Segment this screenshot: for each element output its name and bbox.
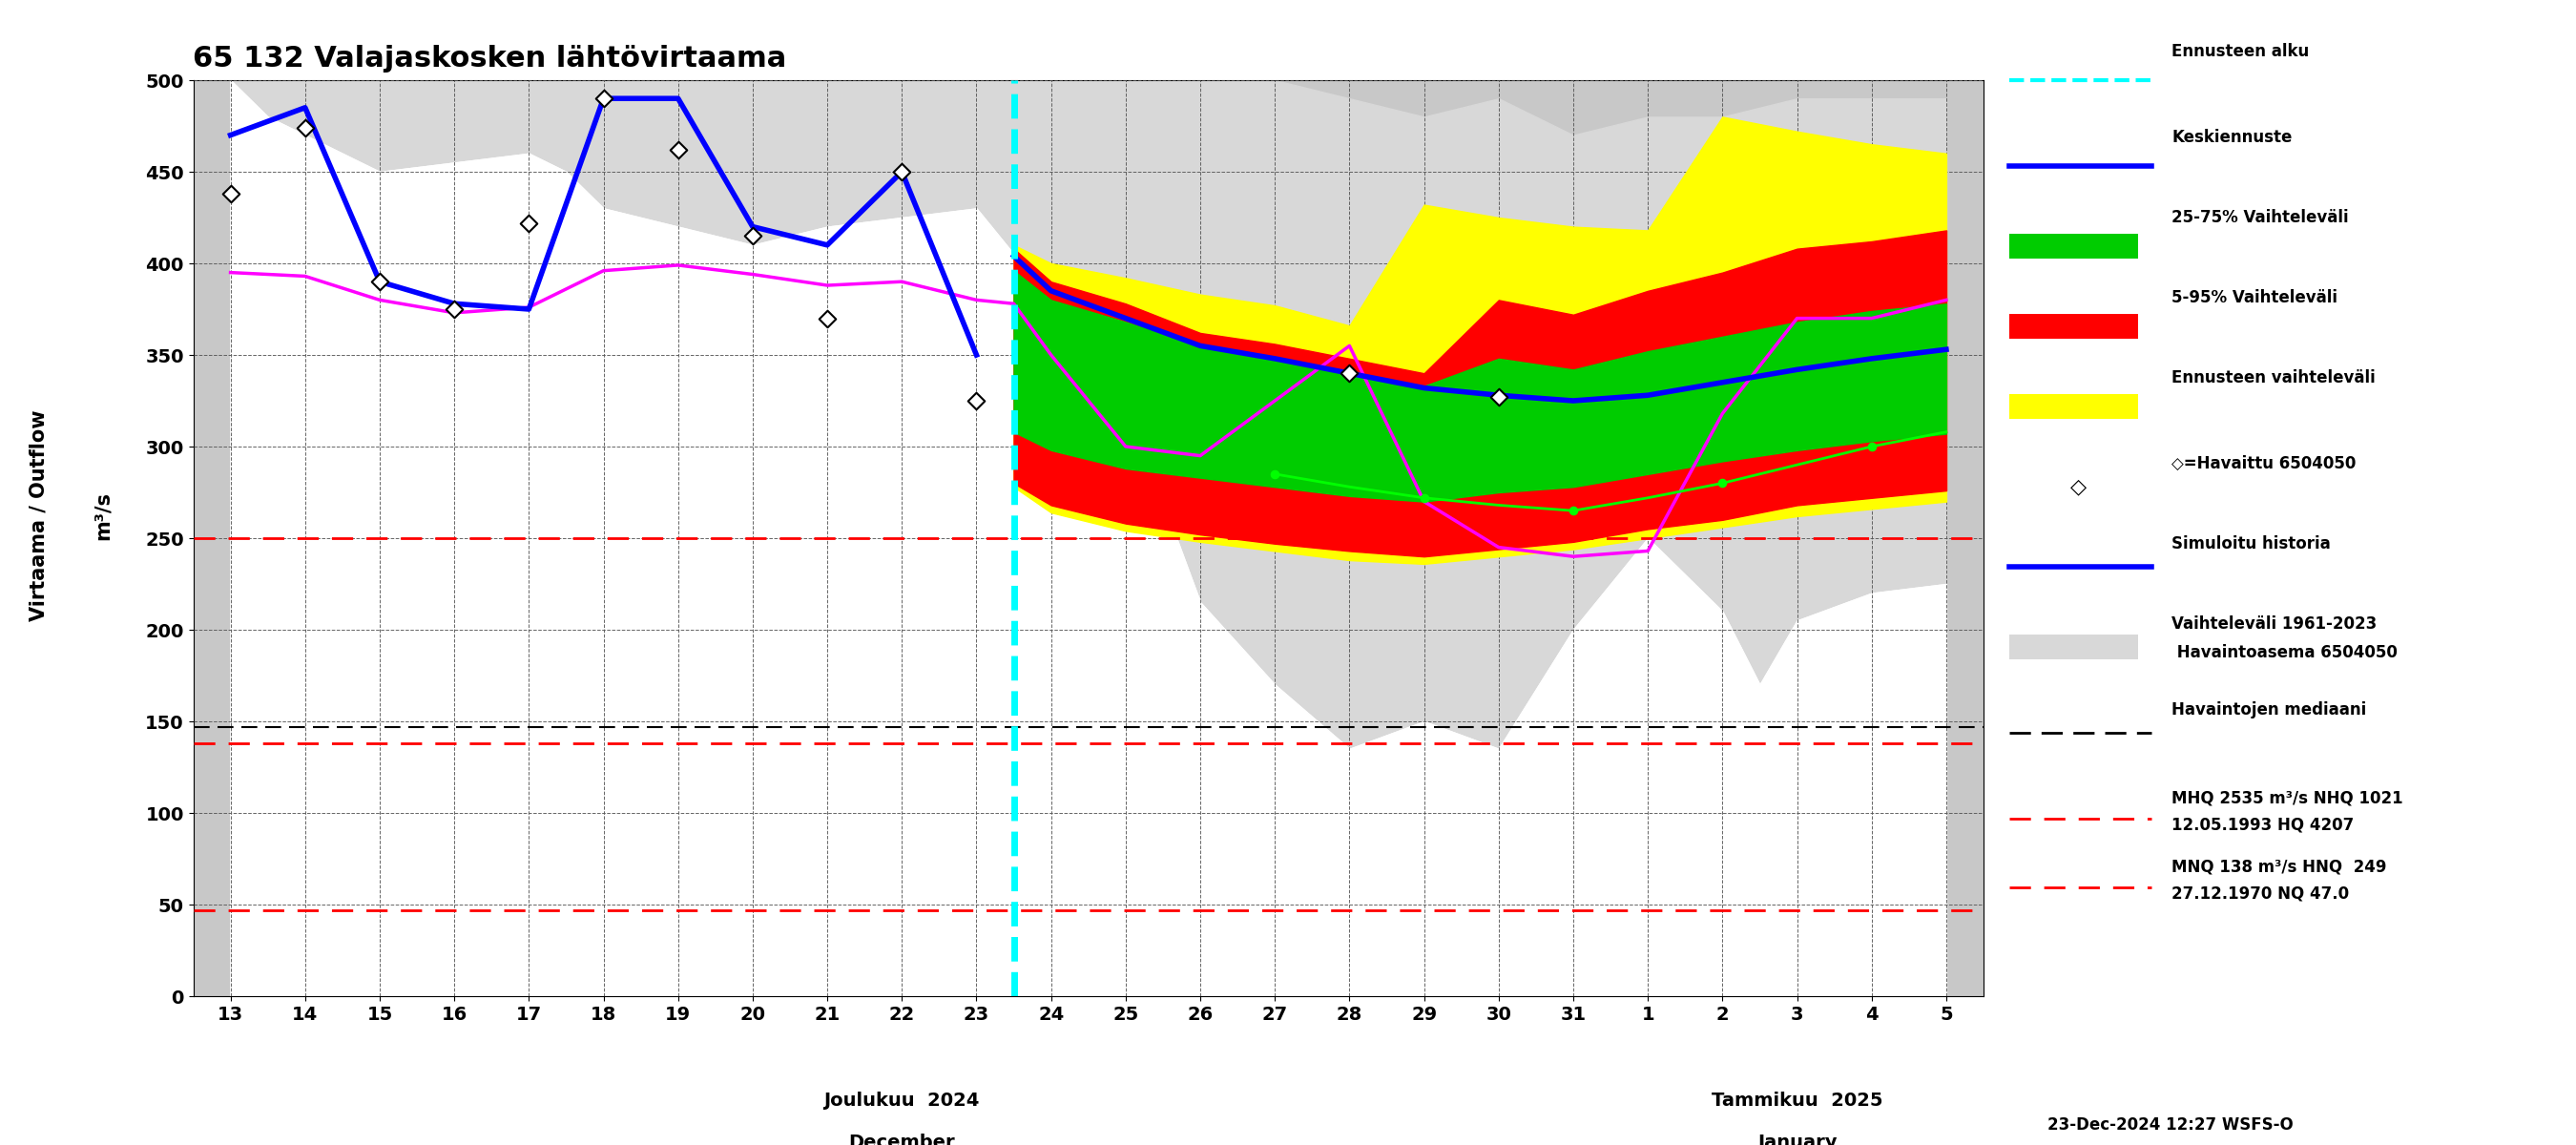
Point: [1479, 388, 1520, 406]
Point: [732, 227, 773, 245]
Point: [1255, 465, 1296, 483]
Point: [1852, 437, 1893, 456]
Text: Joulukuu  2024: Joulukuu 2024: [824, 1091, 979, 1110]
Text: Havaintojen mediaani: Havaintojen mediaani: [2172, 701, 2367, 719]
Text: Keskiennuste: Keskiennuste: [2172, 128, 2293, 145]
Point: [1329, 364, 1370, 382]
Point: [1553, 502, 1595, 520]
Text: 25-75% Vaihteleväli: 25-75% Vaihteleväli: [2172, 208, 2349, 226]
Text: ◇=Havaittu 6504050: ◇=Havaittu 6504050: [2172, 455, 2357, 472]
Text: Ennusteen vaihteleväli: Ennusteen vaihteleväli: [2172, 369, 2375, 386]
Text: Ennusteen alku: Ennusteen alku: [2172, 42, 2308, 60]
Text: Virtaama / Outflow: Virtaama / Outflow: [28, 410, 49, 621]
Text: 65 132 Valajaskosken lähtövirtaama: 65 132 Valajaskosken lähtövirtaama: [193, 45, 786, 72]
Point: [1703, 474, 1744, 492]
Text: ◇: ◇: [2071, 477, 2087, 496]
Text: Vaihteleväli 1961-2023: Vaihteleväli 1961-2023: [2172, 616, 2378, 632]
Text: Havaintoasema 6504050: Havaintoasema 6504050: [2172, 643, 2398, 661]
Text: Simuloitu historia: Simuloitu historia: [2172, 535, 2331, 552]
Text: Tammikuu  2025: Tammikuu 2025: [1710, 1091, 1883, 1110]
Point: [209, 184, 250, 203]
Point: [433, 300, 474, 318]
Point: [956, 392, 997, 410]
Point: [657, 141, 698, 159]
Point: [1404, 489, 1445, 507]
Point: [582, 89, 623, 108]
Text: 23-Dec-2024 12:27 WSFS-O: 23-Dec-2024 12:27 WSFS-O: [2048, 1116, 2293, 1134]
Point: [806, 309, 848, 327]
Text: 5-95% Vaihteleväli: 5-95% Vaihteleväli: [2172, 289, 2336, 306]
Text: MHQ 2535 m³/s NHQ 1021: MHQ 2535 m³/s NHQ 1021: [2172, 790, 2403, 806]
Text: December: December: [848, 1134, 956, 1145]
Point: [507, 214, 549, 232]
Point: [881, 163, 922, 181]
Text: MNQ 138 m³/s HNQ  249: MNQ 138 m³/s HNQ 249: [2172, 859, 2388, 875]
Point: [283, 119, 325, 137]
Text: 12.05.1993 HQ 4207: 12.05.1993 HQ 4207: [2172, 815, 2354, 834]
Point: [358, 273, 399, 291]
Text: 27.12.1970 NQ 47.0: 27.12.1970 NQ 47.0: [2172, 884, 2349, 902]
Text: m³/s: m³/s: [93, 491, 113, 539]
Text: January: January: [1757, 1134, 1837, 1145]
